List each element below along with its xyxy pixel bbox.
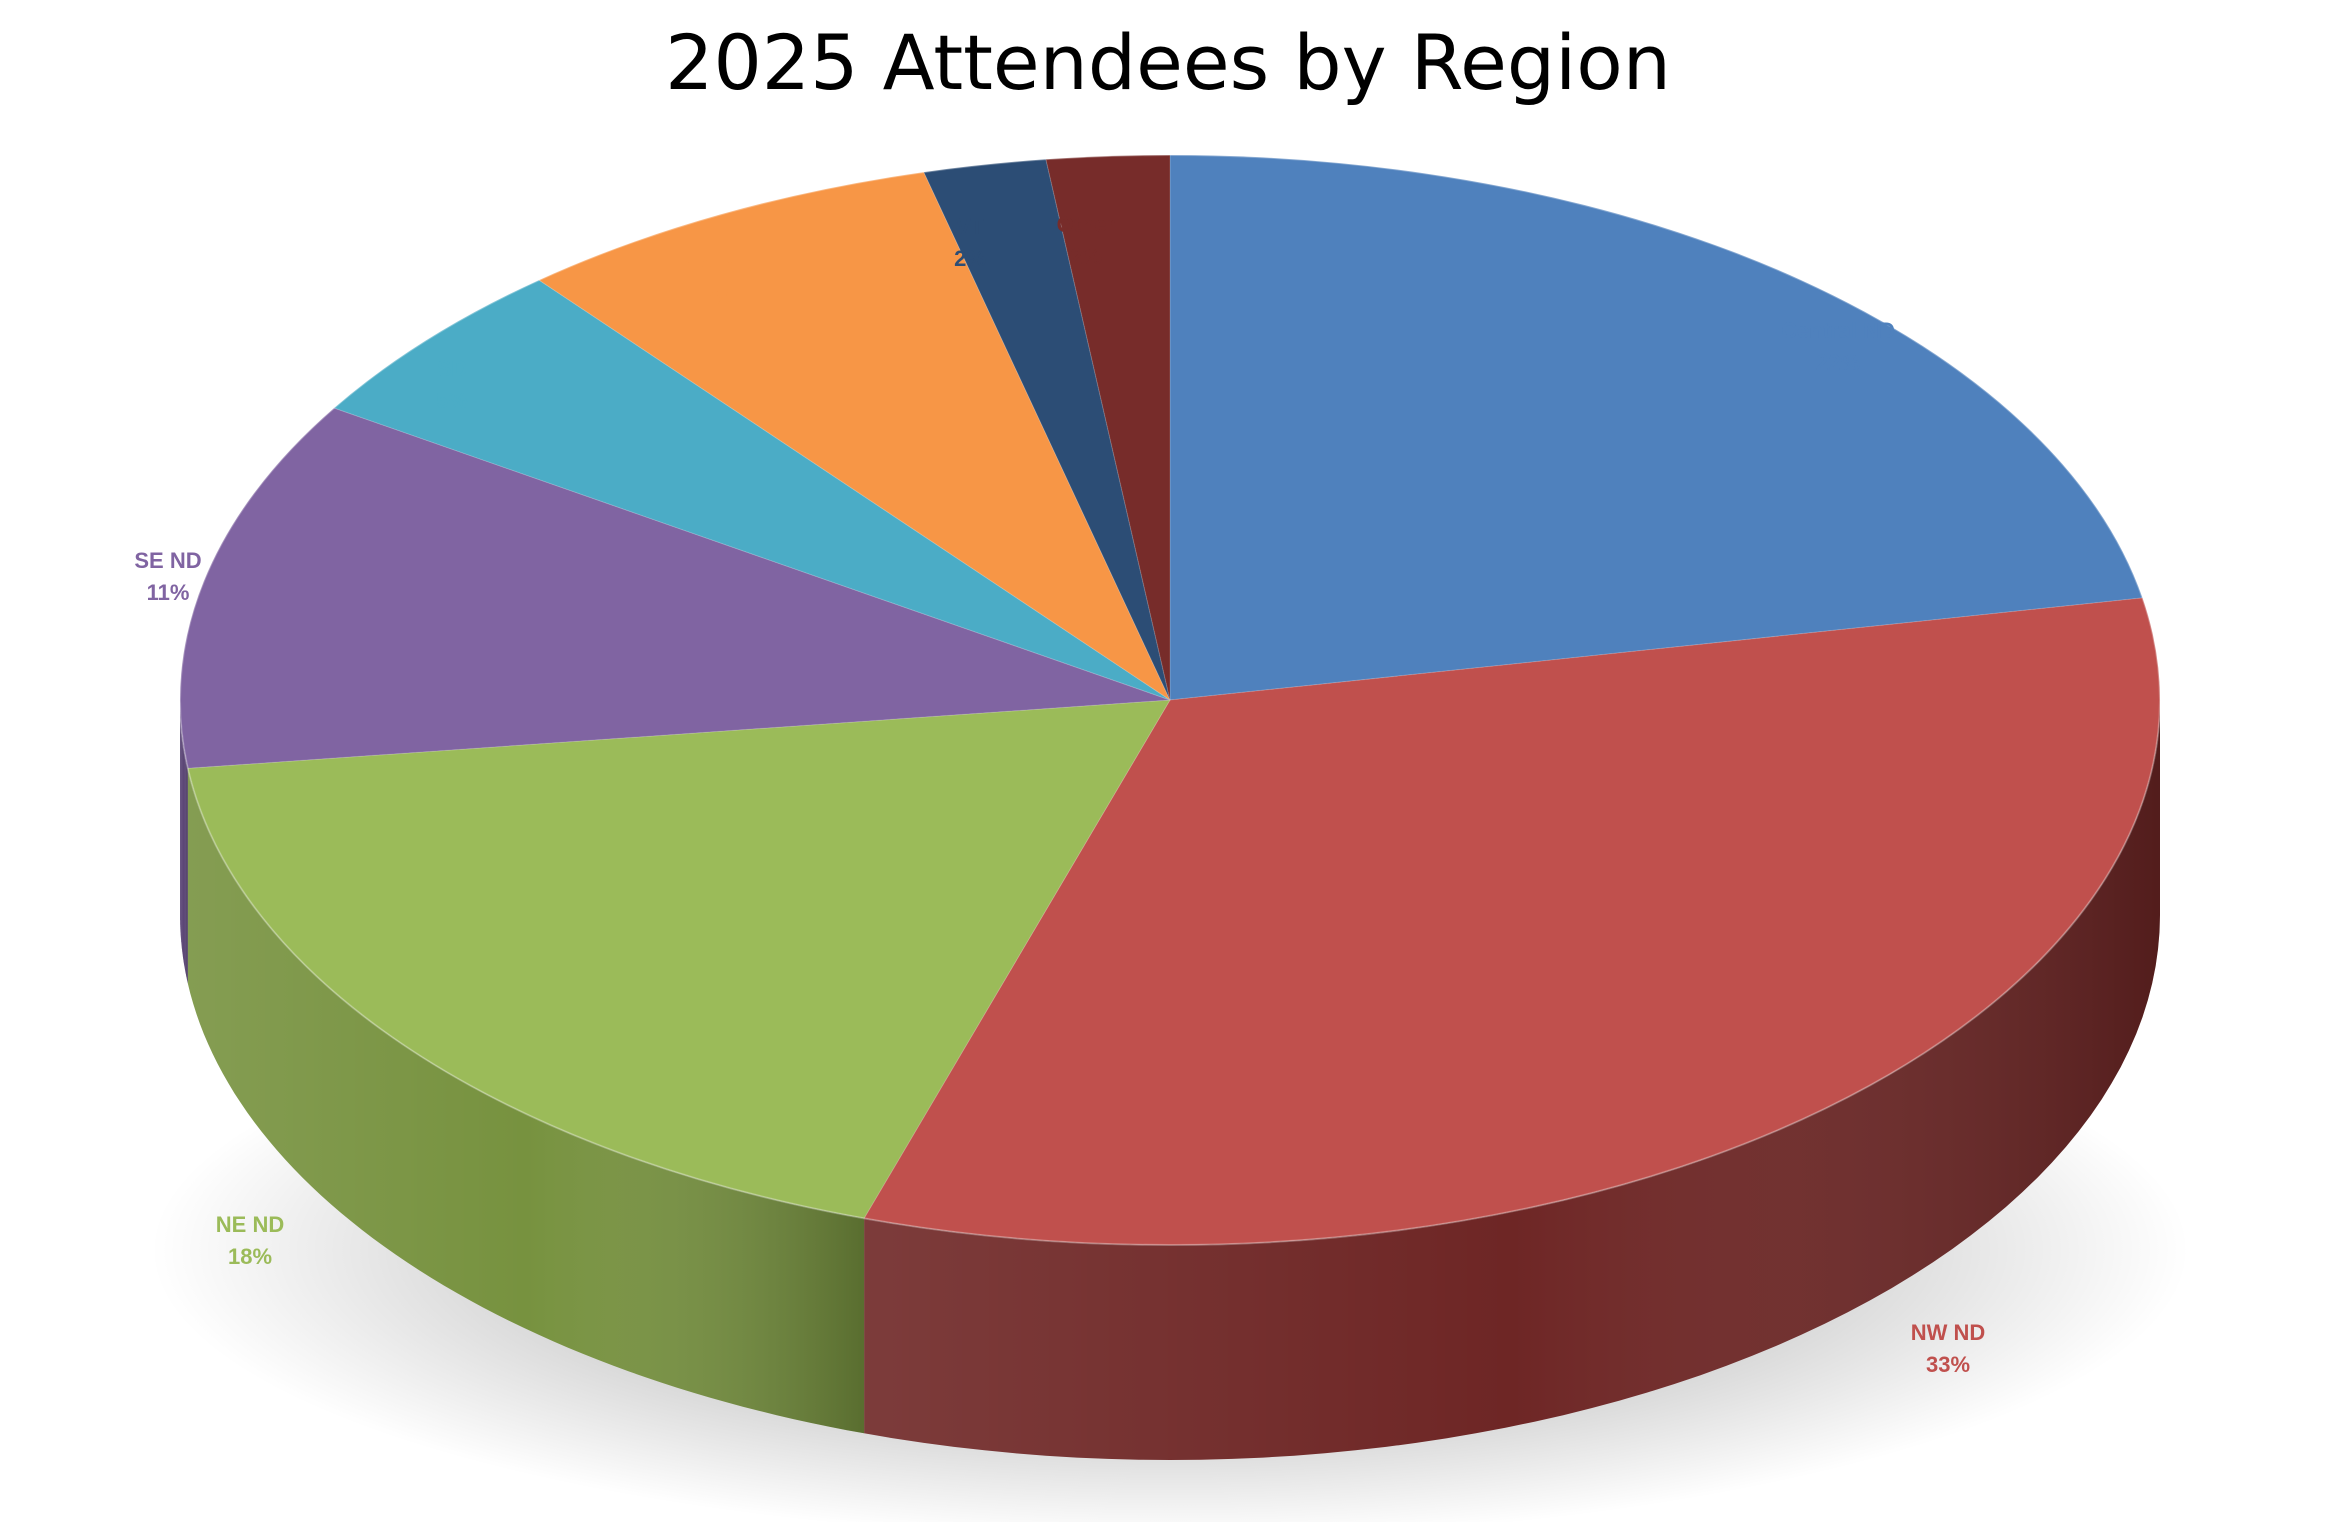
data-label-other-name: Other (1057, 212, 1116, 237)
data-label-sw-nd-value: 7% (702, 284, 734, 309)
data-label-vt-value: 2% (954, 246, 986, 271)
data-label-central-nd-value: 22% (1816, 350, 1860, 375)
pie-tops (179, 154, 2161, 1246)
pie-slice-ne-nd (187, 699, 1171, 1219)
data-label-ne-nd-value: 18% (228, 1244, 272, 1269)
pie-slice-other (1045, 154, 1171, 701)
pie-side-shade-ne-nd (187, 768, 865, 1434)
chart-title: 2025 Attendees by Region (665, 18, 1671, 107)
data-label-sd-value: 5% (436, 388, 468, 413)
data-label-se-nd-name: SE ND (134, 548, 201, 573)
pie-labels: Central ND 22% NW ND 33% NE ND 18% SE ND 11% SD 5… (134, 212, 1985, 1377)
data-label-central-nd-name: Central ND (1781, 318, 1895, 343)
data-label-nw-nd-value: 33% (1926, 1352, 1970, 1377)
pie-slice-nw-nd (863, 597, 2161, 1246)
pie-slice-central-nd (1169, 154, 2144, 701)
pie-top-rim (179, 154, 2161, 1246)
data-label-nw-nd-name: NW ND (1911, 1320, 1986, 1345)
data-label-ne-nd-name: NE ND (216, 1212, 284, 1237)
pie-slice-se-nd (179, 407, 1171, 769)
pie-sides (180, 700, 2160, 1460)
data-label-other-value: 2% (1070, 244, 1102, 269)
data-label-se-nd-value: 11% (147, 580, 190, 605)
pie-slice-sw-nd (537, 171, 1172, 702)
data-label-sw-nd-name: SW ND (681, 252, 754, 277)
data-label-sd-name: SD (437, 356, 468, 381)
pie-slice-vt (923, 158, 1171, 701)
data-label-vt-name: VT (956, 214, 985, 239)
pie-side-shade-se-nd (180, 700, 188, 984)
pie-side-shade-nw-nd (864, 700, 2160, 1460)
pie-slice-sd (333, 279, 1171, 701)
